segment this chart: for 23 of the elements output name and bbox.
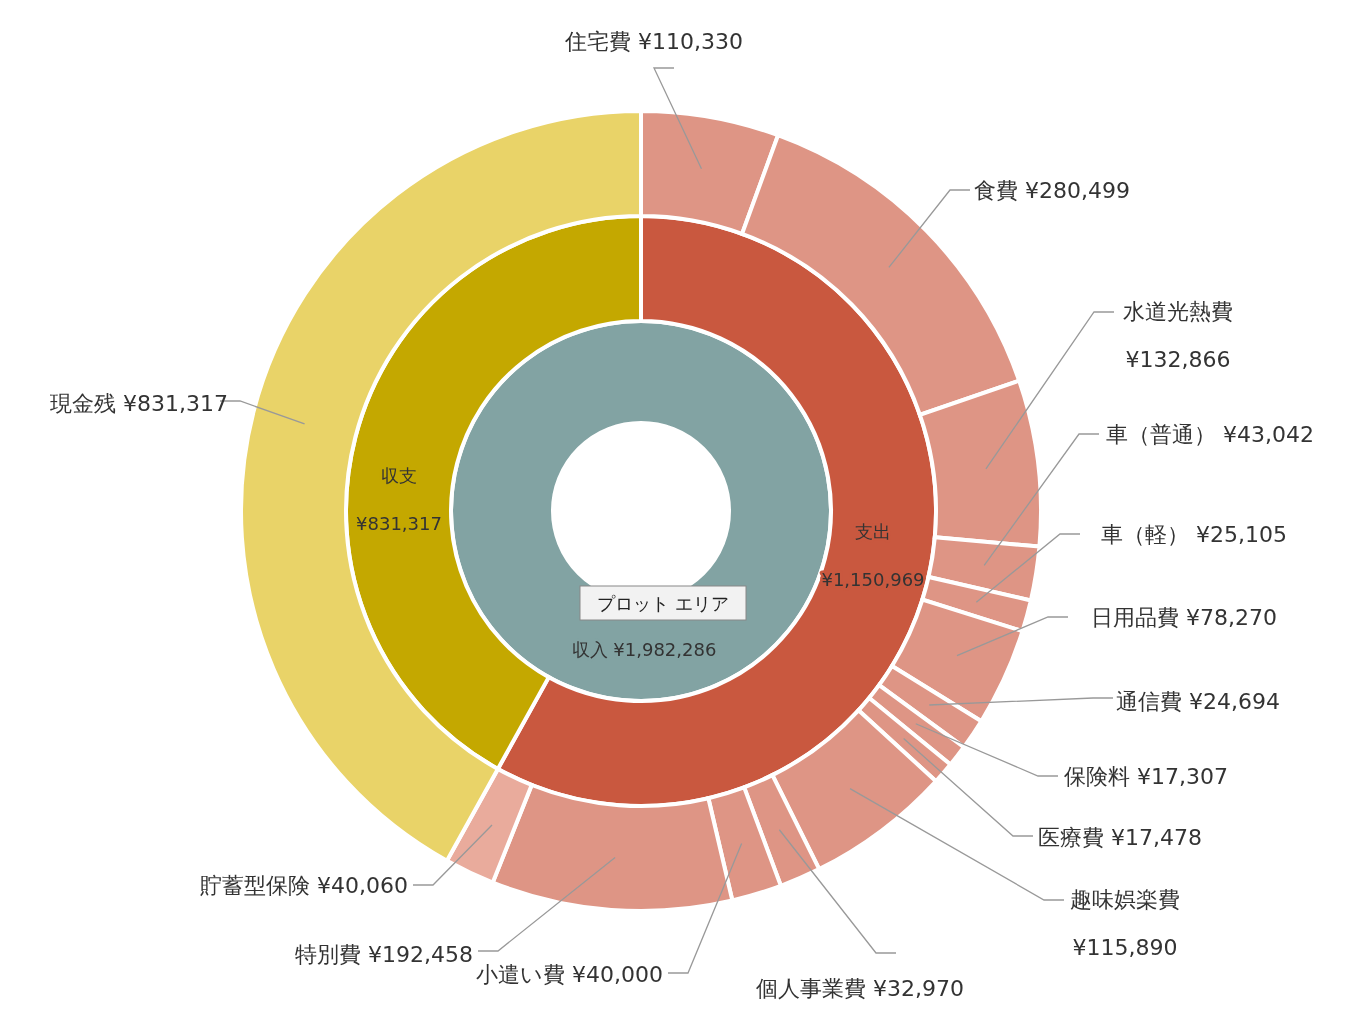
slice-label: 貯蓄型保険 ¥40,060 bbox=[200, 873, 408, 898]
slice-label: 食費 ¥280,499 bbox=[974, 178, 1130, 203]
data-label: ¥1,150,969 bbox=[821, 569, 925, 590]
slice-label: 通信費 ¥24,694 bbox=[1116, 689, 1280, 714]
slice-label: 車（普通） ¥43,042 bbox=[1106, 422, 1314, 447]
slice-label: 日用品費 ¥78,270 bbox=[1091, 605, 1277, 630]
slice-label: 収入 ¥1,982,286 bbox=[571, 639, 717, 660]
slice-label: 趣味娯楽費 bbox=[1070, 887, 1180, 912]
slice-label: 収支 bbox=[381, 465, 417, 486]
slice-label: 住宅費 ¥110,330 bbox=[564, 29, 743, 54]
text: プロット エリア bbox=[597, 593, 729, 614]
slice-label: 支出 bbox=[855, 521, 891, 542]
data-label: ¥831,317 bbox=[356, 513, 442, 534]
data-label: ¥115,890 bbox=[1072, 935, 1178, 960]
slice-label: 現金残 ¥831,317 bbox=[50, 391, 228, 416]
slice-label: 個人事業費 ¥32,970 bbox=[756, 976, 964, 1001]
slice-label: 医療費 ¥17,478 bbox=[1038, 825, 1202, 850]
slice-label: 水道光熱費 bbox=[1123, 299, 1233, 324]
data-label: ¥132,866 bbox=[1125, 347, 1231, 372]
slice-label: 車（軽） ¥25,105 bbox=[1101, 522, 1287, 547]
slice-label: 小遣い費 ¥40,000 bbox=[476, 962, 663, 987]
slice-label: 特別費 ¥192,458 bbox=[295, 942, 473, 967]
slice-label: 保険料 ¥17,307 bbox=[1064, 764, 1228, 789]
